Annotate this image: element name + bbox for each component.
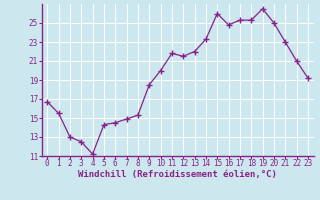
- X-axis label: Windchill (Refroidissement éolien,°C): Windchill (Refroidissement éolien,°C): [78, 170, 277, 179]
